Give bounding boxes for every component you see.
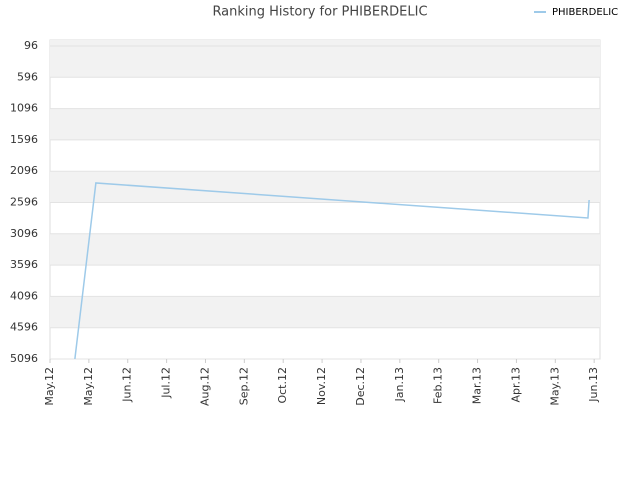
band xyxy=(50,233,600,266)
x-tick-label: Dec.12 xyxy=(354,367,367,406)
x-tick-label: Apr.13 xyxy=(509,367,522,403)
x-tick-label: Feb.13 xyxy=(432,367,445,404)
y-tick-label: 2096 xyxy=(10,164,38,177)
y-tick-label: 1596 xyxy=(10,133,38,146)
x-tick-label: Jun.13 xyxy=(587,367,600,403)
y-tick-label: 4596 xyxy=(10,321,38,334)
band xyxy=(50,108,600,140)
y-tick-label: 96 xyxy=(24,39,38,52)
x-tick-label: Jul.12 xyxy=(160,367,173,399)
series-line xyxy=(74,182,590,359)
legend-label: PHIBERDELIC xyxy=(552,7,618,18)
x-tick-label: Jan.13 xyxy=(393,367,406,402)
x-tick-label: Jun.12 xyxy=(121,367,134,403)
y-tick-label: 1096 xyxy=(10,102,38,115)
band xyxy=(50,40,600,47)
y-tick-label: 4096 xyxy=(10,289,38,302)
y-tick-label: 3096 xyxy=(10,227,38,240)
y-tick-label: 596 xyxy=(17,70,38,83)
x-tick-label: Aug.12 xyxy=(198,367,211,406)
y-tick-label: 5096 xyxy=(10,352,38,365)
x-tick-label: Oct.12 xyxy=(276,367,289,404)
x-tick-label: Sep.12 xyxy=(237,367,250,405)
x-tick-label: May.12 xyxy=(43,367,56,406)
x-tick-label: May.13 xyxy=(548,367,561,406)
y-tick-label: 2596 xyxy=(10,196,38,209)
y-tick-label: 3596 xyxy=(10,258,38,271)
band xyxy=(50,46,600,78)
x-tick-label: Nov.12 xyxy=(315,367,328,405)
band xyxy=(50,296,600,328)
chart-title: Ranking History for PHIBERDELIC xyxy=(212,5,427,20)
band xyxy=(50,171,600,203)
x-tick-label: May.12 xyxy=(82,367,95,406)
x-tick-label: Mar.13 xyxy=(471,367,484,404)
